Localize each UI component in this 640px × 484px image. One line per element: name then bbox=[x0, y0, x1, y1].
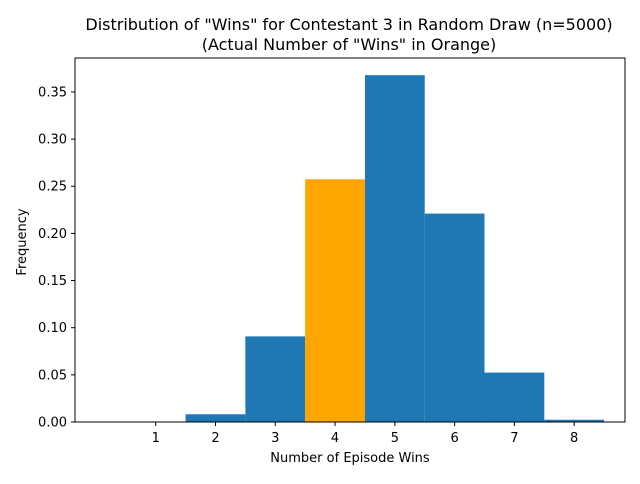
x-tick-label-8: 8 bbox=[570, 431, 578, 446]
bar-6 bbox=[424, 213, 485, 422]
y-tick-label-0.10: 0.10 bbox=[38, 321, 67, 336]
x-tick-label-3: 3 bbox=[271, 431, 279, 446]
x-tick-label-4: 4 bbox=[331, 431, 339, 446]
bar-2 bbox=[185, 414, 246, 422]
x-tick-label-5: 5 bbox=[391, 431, 399, 446]
plot-frame bbox=[74, 57, 626, 423]
bar-7 bbox=[484, 372, 545, 422]
bar-4 bbox=[305, 179, 365, 422]
y-axis-title: Frequency bbox=[15, 208, 30, 275]
y-tick-label-0.35: 0.35 bbox=[38, 85, 67, 100]
axes-group: 1 2 3 4 5 6 7 8 0.00 0.05 0.10 0.15 0.20 0.25 0.30 0.35 bbox=[38, 57, 626, 446]
y-tick-label-0.00: 0.00 bbox=[38, 416, 67, 431]
bar-5 bbox=[364, 75, 425, 423]
y-tick-label-0.15: 0.15 bbox=[38, 274, 67, 289]
chart-title-line-1: Distribution of "Wins" for Contestant 3 … bbox=[85, 15, 612, 34]
bar-3 bbox=[245, 336, 306, 422]
bar-8 bbox=[544, 419, 605, 422]
y-tick-label-0.25: 0.25 bbox=[38, 180, 67, 195]
chart-title-line-2: (Actual Number of "Wins" in Orange) bbox=[202, 35, 497, 54]
x-axis-title: Number of Episode Wins bbox=[270, 451, 430, 466]
y-tick-label-0.20: 0.20 bbox=[38, 227, 67, 242]
x-tick-label-6: 6 bbox=[450, 431, 458, 446]
x-tick-label-2: 2 bbox=[211, 431, 219, 446]
x-tick-label-1: 1 bbox=[152, 431, 160, 446]
bars-group bbox=[185, 75, 605, 423]
x-tick-label-7: 7 bbox=[510, 431, 518, 446]
y-tick-label-0.30: 0.30 bbox=[38, 133, 67, 148]
y-tick-label-0.05: 0.05 bbox=[38, 368, 67, 383]
